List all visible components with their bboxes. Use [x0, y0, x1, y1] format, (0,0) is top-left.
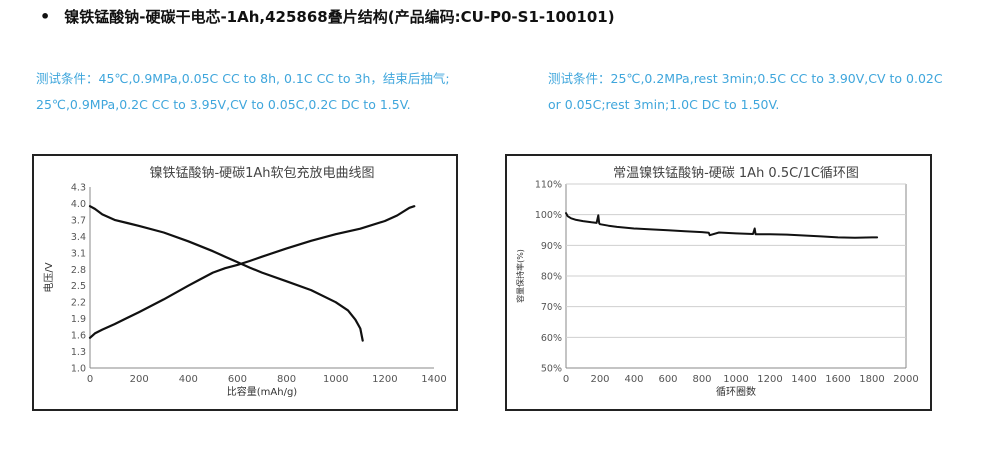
x-tick-label: 1400: [791, 374, 816, 385]
test-conditions-left: 测试条件：45℃,0.9MPa,0.05C CC to 8h, 0.1C CC …: [36, 66, 450, 118]
charge-discharge-chart: 镍铁锰酸钠-硬碳1Ah软包充放电曲线图 1.0 1.3 1.6 1.9 2.2 2.5 2.8…: [32, 154, 458, 411]
x-tick-label: 600: [658, 374, 677, 385]
x-tick-label: 800: [692, 374, 711, 385]
x-tick-label: 600: [228, 374, 247, 385]
y-tick-label: 100%: [535, 210, 562, 221]
bullet-icon: •: [40, 7, 51, 26]
chart-title: 镍铁锰酸钠-硬碳1Ah软包充放电曲线图: [149, 165, 374, 181]
y-tick-label: 2.8: [71, 265, 86, 276]
x-axis-label: 比容量(mAh/g): [227, 385, 298, 398]
y-tick-label: 60%: [541, 333, 562, 344]
x-tick-label: 0: [563, 374, 569, 385]
y-tick-label: 1.9: [71, 314, 86, 325]
y-tick-label: 50%: [541, 364, 562, 375]
y-tick-label: 4.3: [71, 183, 86, 194]
series-line-1: [88, 205, 416, 339]
y-tick-label: 2.5: [71, 281, 86, 292]
cycle-svg: 常温镍铁锰酸钠-硬碳 1Ah 0.5C/1C循环图 50% 60% 70% 80% 90%…: [515, 166, 919, 398]
x-tick-label: 200: [590, 374, 609, 385]
x-tick-label: 0: [87, 374, 93, 385]
x-tick-label: 1200: [757, 374, 782, 385]
y-tick-label: 70%: [541, 302, 562, 313]
x-tick-label: 400: [179, 374, 198, 385]
x-tick-label: 800: [277, 374, 296, 385]
y-tick-label: 3.7: [71, 215, 86, 226]
x-tick-label: 2000: [893, 374, 918, 385]
y-tick-label: 3.4: [71, 232, 86, 243]
series-line-1: [565, 212, 879, 239]
x-tick-label: 400: [624, 374, 643, 385]
headline: • 镍铁锰酸钠-硬碳干电芯-1Ah,425868叠片结构(产品编码:CU-P0-…: [40, 6, 615, 27]
x-tick-label: 1800: [859, 374, 884, 385]
y-tick-label: 80%: [541, 272, 562, 283]
page-title: 镍铁锰酸钠-硬碳干电芯-1Ah,425868叠片结构(产品编码:CU-P0-S1…: [64, 8, 615, 26]
x-tick-label: 1600: [825, 374, 850, 385]
x-tick-label: 1200: [372, 374, 397, 385]
y-tick-label: 3.1: [71, 248, 86, 259]
conditions-line-2: 25℃,0.9MPa,0.2C CC to 3.95V,CV to 0.05C,…: [36, 97, 411, 112]
test-conditions-right: 测试条件：25℃,0.2MPa,rest 3min;0.5C CC to 3.9…: [548, 66, 943, 118]
cycle-chart: 常温镍铁锰酸钠-硬碳 1Ah 0.5C/1C循环图 50% 60% 70% 80% 90%…: [505, 154, 932, 411]
y-tick-label: 4.0: [71, 199, 86, 210]
x-axis-label: 循环圈数: [716, 385, 756, 398]
y-axis-label: 电压/V: [42, 262, 55, 292]
chart-title: 常温镍铁锰酸钠-硬碳 1Ah 0.5C/1C循环图: [613, 166, 859, 181]
y-tick-label: 1.0: [71, 364, 86, 375]
y-tick-label: 2.2: [71, 298, 86, 309]
conditions-line-1: 测试条件：45℃,0.9MPa,0.05C CC to 8h, 0.1C CC …: [36, 71, 450, 86]
x-tick-label: 200: [130, 374, 149, 385]
x-tick-label: 1400: [421, 374, 446, 385]
y-tick-label: 1.3: [71, 347, 86, 358]
conditions-line-2: or 0.05C;rest 3min;1.0C DC to 1.50V.: [548, 97, 780, 112]
y-tick-label: 110%: [535, 180, 562, 191]
y-axis-label: 容量保持率(%): [515, 249, 525, 303]
x-tick-label: 1000: [323, 374, 348, 385]
y-tick-label: 1.6: [71, 331, 86, 342]
charge-discharge-svg: 镍铁锰酸钠-硬碳1Ah软包充放电曲线图 1.0 1.3 1.6 1.9 2.2 2.5 2.8…: [42, 165, 447, 398]
series-line-2: [88, 205, 364, 342]
x-tick-label: 1000: [723, 374, 748, 385]
y-tick-label: 90%: [541, 241, 562, 252]
conditions-line-1: 测试条件：25℃,0.2MPa,rest 3min;0.5C CC to 3.9…: [548, 71, 943, 86]
